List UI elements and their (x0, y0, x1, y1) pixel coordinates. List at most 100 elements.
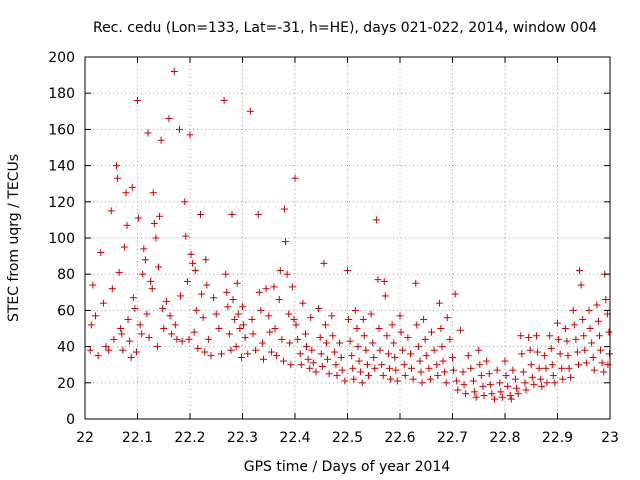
data-point (477, 372, 485, 380)
data-point (136, 321, 144, 329)
data-point (144, 129, 152, 137)
data-point (252, 346, 260, 354)
data-point (190, 328, 198, 336)
data-point (598, 359, 606, 367)
data-point (345, 315, 353, 323)
data-point (143, 310, 151, 318)
data-point (349, 364, 357, 372)
data-point (561, 325, 569, 332)
data-point (258, 339, 266, 347)
data-point (266, 328, 274, 336)
data-point (218, 350, 225, 358)
x-tick-label: 22.6 (384, 430, 415, 446)
data-point (198, 290, 206, 298)
data-point (546, 332, 554, 340)
data-point (178, 337, 186, 345)
data-point (330, 348, 338, 356)
data-point (162, 297, 170, 305)
data-point (308, 346, 316, 354)
data-point (315, 305, 323, 313)
data-point (517, 332, 525, 340)
data-point (181, 198, 189, 206)
data-point (507, 395, 515, 403)
data-point (336, 339, 344, 347)
data-point (355, 357, 363, 365)
data-point (435, 299, 443, 307)
data-point (155, 263, 162, 271)
x-tick-label: 23 (601, 430, 619, 446)
data-point (513, 384, 521, 392)
x-tick-label: 22.8 (489, 430, 520, 446)
data-point (460, 381, 468, 389)
data-point (582, 359, 590, 367)
data-point (254, 210, 262, 218)
y-tick-label: 100 (48, 231, 75, 247)
data-point (291, 174, 299, 182)
data-point (317, 350, 325, 358)
data-point (203, 281, 211, 289)
data-point (316, 334, 324, 342)
data-point (131, 305, 139, 313)
data-point (273, 352, 281, 360)
data-point (332, 361, 340, 369)
data-point (580, 332, 588, 340)
data-point (549, 372, 557, 380)
data-point (139, 270, 147, 278)
x-tick-label: 22 (76, 430, 94, 446)
data-point (354, 343, 362, 351)
x-axis: 22 22.1 22.2 22.3 22.4 22.5 22.6 22.7 22.8 22.9 23 (76, 57, 619, 446)
y-tick-label: 40 (57, 340, 75, 356)
x-axis-label: GPS time / Days of year 2014 (244, 459, 451, 475)
y-tick-label: 60 (57, 303, 75, 319)
data-point (491, 395, 498, 403)
data-point (255, 288, 263, 296)
data-series-stec (86, 67, 613, 403)
data-point (299, 299, 307, 307)
x-tick-label: 22.2 (174, 430, 205, 446)
data-point (124, 315, 132, 323)
data-point (501, 357, 509, 365)
data-point (134, 96, 141, 104)
data-point (370, 353, 378, 361)
data-point (220, 96, 228, 104)
data-point (600, 368, 608, 376)
data-point (233, 279, 241, 287)
y-tick-label: 180 (48, 86, 75, 102)
data-point (471, 388, 479, 396)
data-point (577, 281, 585, 289)
data-point (113, 162, 120, 170)
data-point (386, 364, 393, 372)
data-point (525, 334, 533, 342)
data-point (170, 67, 178, 75)
data-point (472, 393, 480, 401)
data-point (483, 357, 491, 365)
data-point (418, 379, 426, 387)
data-point (228, 210, 236, 218)
data-point (439, 357, 447, 365)
data-point (379, 372, 387, 380)
data-point (341, 377, 349, 385)
data-point (597, 346, 605, 354)
data-point (365, 372, 372, 380)
data-point (141, 256, 149, 264)
data-point (514, 390, 522, 398)
data-point (157, 136, 165, 144)
data-point (232, 343, 240, 351)
data-point (87, 321, 95, 329)
data-point (225, 330, 233, 338)
data-point (257, 306, 265, 314)
data-point (201, 348, 209, 356)
data-point (185, 335, 193, 343)
data-point (497, 388, 505, 396)
data-point (234, 310, 242, 318)
data-point (502, 372, 510, 380)
data-point (594, 317, 602, 325)
data-point (344, 267, 351, 275)
gridlines (85, 57, 610, 419)
data-point (159, 305, 167, 313)
data-point (99, 299, 107, 307)
data-point (321, 321, 329, 329)
data-point (286, 339, 294, 347)
data-point (475, 346, 483, 354)
